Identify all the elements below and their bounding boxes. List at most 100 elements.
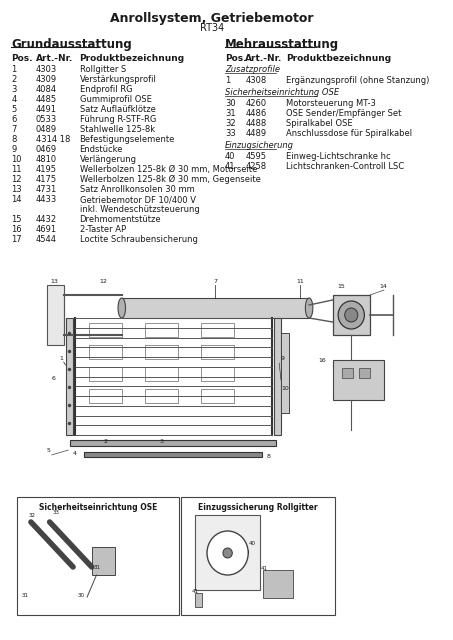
Text: 2: 2: [11, 75, 16, 84]
Bar: [145, 345, 178, 359]
Text: 31: 31: [225, 109, 236, 118]
Text: 33: 33: [53, 510, 59, 515]
Circle shape: [338, 301, 364, 329]
Text: Drehmomentstütze: Drehmomentstütze: [80, 215, 161, 224]
Text: 33: 33: [225, 129, 236, 138]
Bar: [145, 389, 178, 403]
Text: 40: 40: [225, 152, 235, 161]
Circle shape: [207, 531, 248, 575]
Text: 4: 4: [73, 451, 77, 456]
Text: 32: 32: [28, 513, 35, 518]
Bar: [89, 367, 122, 381]
Text: 4489: 4489: [246, 129, 266, 138]
Text: 5: 5: [11, 105, 16, 114]
Circle shape: [223, 548, 232, 558]
Text: 4544: 4544: [36, 235, 57, 244]
FancyBboxPatch shape: [92, 547, 115, 575]
Circle shape: [345, 308, 358, 322]
Text: 14: 14: [379, 284, 387, 289]
Text: 32: 32: [225, 119, 236, 128]
FancyBboxPatch shape: [47, 285, 64, 345]
FancyBboxPatch shape: [342, 368, 353, 378]
Bar: [202, 345, 234, 359]
Text: Wellerbolzen 125-8k Ø 30 mm, Gegenseite: Wellerbolzen 125-8k Ø 30 mm, Gegenseite: [80, 175, 260, 184]
FancyBboxPatch shape: [195, 593, 202, 607]
Text: 4175: 4175: [36, 175, 57, 184]
Text: Einweg-Lichtschranke hc: Einweg-Lichtschranke hc: [286, 152, 390, 161]
Text: 0533: 0533: [36, 115, 57, 124]
Text: 31: 31: [94, 565, 101, 570]
Text: 4691: 4691: [36, 225, 57, 234]
Text: Produktbezeichnung: Produktbezeichnung: [286, 54, 391, 63]
Bar: [202, 367, 234, 381]
Text: 13: 13: [11, 185, 22, 194]
Ellipse shape: [118, 298, 125, 318]
Text: 1: 1: [225, 76, 230, 85]
Text: 1: 1: [59, 356, 63, 361]
Text: Einzugssicherung Rollgitter: Einzugssicherung Rollgitter: [198, 503, 318, 512]
Text: 41: 41: [260, 566, 267, 571]
Text: 4731: 4731: [36, 185, 57, 194]
Text: 6: 6: [52, 376, 55, 381]
Text: 5: 5: [47, 448, 51, 453]
FancyBboxPatch shape: [66, 318, 73, 435]
Bar: [89, 345, 122, 359]
Text: Satz Anrollkonsolen 30 mm: Satz Anrollkonsolen 30 mm: [80, 185, 194, 194]
Text: Art.-Nr.: Art.-Nr.: [246, 54, 283, 63]
Text: Endprofil RG: Endprofil RG: [80, 85, 132, 94]
Text: Führung R-STF-RG: Führung R-STF-RG: [80, 115, 156, 124]
Text: Art.-Nr.: Art.-Nr.: [36, 54, 73, 63]
Text: 41: 41: [225, 162, 235, 171]
Text: Grundausstattung: Grundausstattung: [11, 38, 132, 51]
Text: 0469: 0469: [36, 145, 57, 154]
Text: 4486: 4486: [246, 109, 267, 118]
Text: 12: 12: [11, 175, 22, 184]
Text: inkl. Wendeschützsteuerung: inkl. Wendeschützsteuerung: [80, 205, 199, 214]
Text: 4432: 4432: [36, 215, 57, 224]
Text: 31: 31: [22, 593, 29, 598]
Text: 4810: 4810: [36, 155, 57, 164]
FancyBboxPatch shape: [333, 295, 370, 335]
Text: 40: 40: [249, 541, 256, 546]
Text: 8: 8: [11, 135, 17, 144]
Text: Produktbezeichnung: Produktbezeichnung: [80, 54, 185, 63]
Text: Motorsteuerung MT-3: Motorsteuerung MT-3: [286, 99, 376, 108]
Text: Zusatzprofile: Zusatzprofile: [225, 65, 280, 74]
Text: 9: 9: [281, 356, 285, 361]
Text: 14: 14: [11, 195, 22, 204]
Bar: [202, 323, 234, 337]
Text: Stahlwelle 125-8k: Stahlwelle 125-8k: [80, 125, 155, 134]
Text: Mehrausstattung: Mehrausstattung: [225, 38, 339, 51]
Text: 7: 7: [213, 279, 217, 284]
Text: 4309: 4309: [36, 75, 57, 84]
Bar: [145, 367, 178, 381]
Text: Befestigungselemente: Befestigungselemente: [80, 135, 175, 144]
Text: Loctite Schraubensicherung: Loctite Schraubensicherung: [80, 235, 198, 244]
FancyBboxPatch shape: [84, 452, 262, 457]
Text: Rollgitter S: Rollgitter S: [80, 65, 126, 74]
Text: 8: 8: [267, 454, 271, 459]
Text: 16: 16: [11, 225, 22, 234]
Text: 4314 18: 4314 18: [36, 135, 70, 144]
Text: 9: 9: [11, 145, 16, 154]
Text: Spiralkabel OSE: Spiralkabel OSE: [286, 119, 352, 128]
Text: Lichtschranken-Controll LSC: Lichtschranken-Controll LSC: [286, 162, 404, 171]
Text: 30: 30: [78, 593, 85, 598]
Text: 1: 1: [11, 65, 16, 74]
Text: Wellerbolzen 125-8k Ø 30 mm, Motorseite: Wellerbolzen 125-8k Ø 30 mm, Motorseite: [80, 165, 257, 174]
Text: Verlängerung: Verlängerung: [80, 155, 137, 164]
Text: 7: 7: [11, 125, 17, 134]
Text: 4303: 4303: [36, 65, 57, 74]
Text: 3: 3: [11, 85, 17, 94]
FancyBboxPatch shape: [181, 497, 335, 615]
Text: OSE Sender/Empfänger Set: OSE Sender/Empfänger Set: [286, 109, 401, 118]
FancyBboxPatch shape: [17, 497, 179, 615]
Text: RT34: RT34: [200, 23, 224, 33]
Text: 2: 2: [103, 439, 107, 444]
Text: 0489: 0489: [36, 125, 57, 134]
Bar: [202, 389, 234, 403]
Text: 4258: 4258: [246, 162, 266, 171]
FancyBboxPatch shape: [333, 360, 384, 400]
Text: 3: 3: [159, 439, 163, 444]
Bar: [89, 323, 122, 337]
